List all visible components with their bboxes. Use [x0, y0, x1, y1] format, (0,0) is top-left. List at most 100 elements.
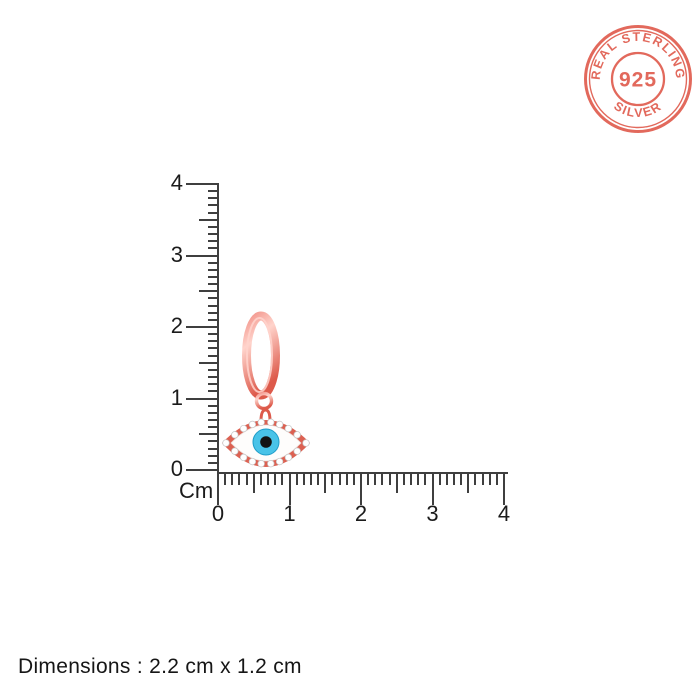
- ruler-tick: [274, 474, 277, 485]
- horizontal-ruler-label: 0: [211, 501, 225, 526]
- ruler-tick: [445, 474, 448, 485]
- ruler-tick: [199, 361, 219, 364]
- ruler-tick: [208, 233, 219, 236]
- ruler-tick: [208, 354, 219, 357]
- ruler-tick: [267, 474, 270, 485]
- ruler-tick: [208, 426, 219, 429]
- hoop: [242, 311, 280, 422]
- evil-eye-charm: [222, 418, 310, 468]
- horizontal-ruler-label: 1: [283, 501, 296, 526]
- crystal-stones: [222, 418, 310, 468]
- ruler-tick: [460, 474, 463, 485]
- vertical-ruler-label: 0: [170, 456, 183, 481]
- ruler-tick: [208, 411, 219, 414]
- horizontal-ruler-label: 3: [426, 501, 439, 526]
- ruler-tick: [288, 474, 291, 505]
- ruler-tick: [208, 225, 219, 228]
- ruler-tick: [424, 474, 427, 485]
- ruler-tick: [395, 474, 398, 493]
- ruler-tick: [208, 304, 219, 307]
- ruler-tick: [208, 261, 219, 264]
- ruler-tick: [186, 397, 219, 400]
- ruler-tick: [402, 474, 405, 485]
- ruler-tick: [381, 474, 384, 485]
- ruler-tick: [208, 283, 219, 286]
- ruler-tick: [186, 469, 219, 471]
- ruler-tick: [208, 190, 219, 193]
- ruler-tick: [208, 347, 219, 350]
- ruler-tick: [338, 474, 341, 485]
- ruler-tick: [208, 447, 219, 450]
- ruler-tick: [208, 404, 219, 407]
- ruler-tick: [208, 204, 219, 207]
- ruler-tick: [208, 311, 219, 314]
- ruler-tick: [208, 461, 219, 464]
- eye-pupil: [260, 436, 272, 448]
- ruler-tick: [352, 474, 355, 485]
- ruler-tick: [208, 340, 219, 343]
- stamp-925-text: 925: [619, 69, 657, 92]
- vertical-ruler-label: 2: [170, 313, 183, 338]
- ruler-tick: [438, 474, 441, 485]
- ruler-tick: [208, 297, 219, 300]
- stamp-inner-thin-ring: [588, 29, 688, 129]
- ruler-tick: [324, 474, 327, 493]
- ruler-tick: [186, 254, 219, 257]
- ruler-tick: [208, 240, 219, 243]
- vertical-ruler-label: 1: [170, 384, 183, 410]
- ruler-tick: [186, 326, 219, 328]
- ruler-tick: [467, 474, 470, 493]
- ruler-tick: [245, 474, 248, 485]
- charm-bail: [259, 408, 272, 422]
- ruler-tick: [208, 376, 219, 379]
- dimensions-caption: Dimensions : 2.2 cm x 1.2 cm: [18, 655, 302, 678]
- ruler-tick: [259, 474, 262, 485]
- ruler-tick: [208, 333, 219, 336]
- ruler-tick: [488, 474, 491, 485]
- vertical-ruler-line: [217, 183, 219, 480]
- ruler-tick: [388, 474, 391, 485]
- ruler-tick: [208, 247, 219, 250]
- ruler-tick: [208, 390, 219, 393]
- ruler-tick: [281, 474, 284, 485]
- ruler-tick: [231, 474, 234, 485]
- ruler-tick: [224, 474, 227, 485]
- ruler-tick: [208, 275, 219, 278]
- ruler-tick: [208, 383, 219, 386]
- ruler-tick: [208, 454, 219, 457]
- ruler-tick: [331, 474, 334, 485]
- ruler-tick: [452, 474, 455, 485]
- horizontal-ruler-line: [217, 472, 508, 474]
- ruler-tick: [295, 474, 298, 485]
- ruler-tick: [345, 474, 348, 485]
- ruler-tick: [431, 474, 434, 505]
- ruler-tick: [417, 474, 420, 485]
- ruler-tick: [208, 440, 219, 443]
- stamp-bottom-text: SILVER: [611, 99, 664, 120]
- ruler-tick: [481, 474, 484, 485]
- sterling-silver-stamp: REAL STERLING SILVER 925: [584, 25, 692, 133]
- ruler-tick: [208, 268, 219, 271]
- ruler-tick: [208, 368, 219, 371]
- vertical-ruler-label: 3: [170, 241, 183, 267]
- ruler-tick: [217, 474, 219, 505]
- ruler-tick: [309, 474, 312, 485]
- ruler-tick: [474, 474, 477, 485]
- ruler-tick: [360, 474, 362, 505]
- ruler-tick: [199, 433, 219, 436]
- earring-image: [222, 311, 310, 468]
- ruler-tick: [208, 318, 219, 321]
- ruler-tick: [208, 197, 219, 200]
- ruler-unit-label: Cm: [179, 478, 214, 503]
- ruler-tick: [317, 474, 320, 485]
- ruler-tick: [374, 474, 377, 485]
- horizontal-ruler-label: 4: [497, 501, 511, 526]
- ruler-tick: [199, 218, 219, 221]
- stamp-center-ring: [610, 51, 666, 107]
- ruler-tick: [503, 474, 505, 505]
- ruler-tick: [302, 474, 305, 485]
- ruler-tick: [238, 474, 241, 485]
- vertical-ruler-label: 4: [170, 170, 183, 195]
- stamp-outer-ring: [584, 25, 692, 133]
